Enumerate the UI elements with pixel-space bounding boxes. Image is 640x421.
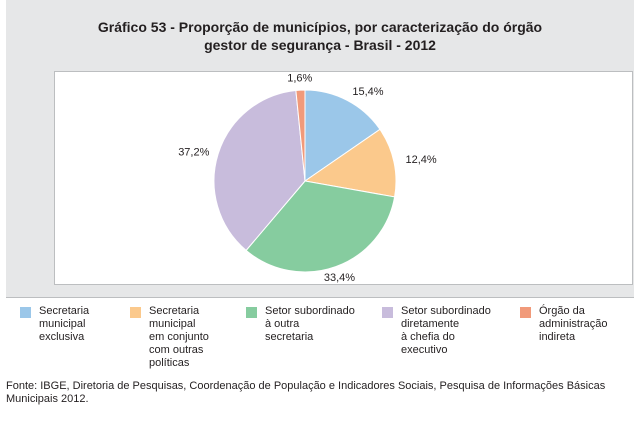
legend-label-line: administração: [539, 318, 608, 330]
source-line-1: Fonte: IBGE, Diretoria de Pesquisas, Coo…: [6, 380, 606, 392]
legend-swatch: [246, 307, 257, 318]
legend-label-line: Secretaria: [149, 305, 200, 317]
pie-slice: [213, 89, 306, 252]
pie-slice: [295, 89, 306, 182]
legend-label-line: Setor subordinado: [401, 305, 491, 317]
pie-slice-value-label: 15,4%: [352, 86, 383, 98]
legend-divider: [6, 297, 634, 298]
legend-item-setor-chefia-executivo: Setor subordinado diretamente à chefia d…: [382, 305, 501, 357]
legend-label: Setor subordinado à outra secretaria: [265, 305, 365, 344]
chart-title-line-1: Gráfico 53 - Proporção de municípios, po…: [97, 19, 543, 35]
legend: Secretaria municipal exclusiva Secretari…: [0, 305, 640, 369]
legend-swatch: [382, 307, 393, 318]
legend-label-line: executivo: [401, 344, 448, 356]
source-line-2: Municipais 2012.: [6, 393, 89, 405]
legend-label-line: municipal: [149, 318, 196, 330]
legend-label-line: à outra: [265, 318, 300, 330]
chart-title: Gráfico 53 - Proporção de municípios, po…: [6, 18, 634, 54]
legend-item-secretaria-em-conjunto: Secretaria municipal em conjunto com out…: [130, 305, 249, 370]
pie-slice: [304, 89, 381, 182]
legend-label-line: diretamente: [401, 318, 460, 330]
legend-label-line: secretaria: [265, 331, 314, 343]
pie-chart: 15,4% 12,4% 33,4% 37,2% 1,6%: [178, 72, 437, 284]
legend-swatch: [20, 307, 31, 318]
legend-label-line: Setor subordinado: [265, 305, 355, 317]
legend-label-line: em conjunto: [149, 331, 209, 343]
legend-label-line: com outras: [149, 344, 204, 356]
legend-swatch: [130, 307, 141, 318]
legend-label: Secretaria municipal exclusiva: [39, 305, 139, 344]
legend-label-line: Secretaria: [39, 305, 90, 317]
legend-item-setor-outra-secretaria: Setor subordinado à outra secretaria: [246, 305, 365, 344]
pie-slice: [303, 128, 397, 198]
legend-label-line: indireta: [539, 331, 576, 343]
legend-item-orgao-administracao-indireta: Órgão da administração indireta: [520, 305, 639, 344]
pie-slice-value-label: 33,4%: [324, 272, 355, 284]
legend-label-line: Órgão da: [539, 305, 585, 317]
legend-label-line: políticas: [149, 357, 190, 369]
legend-label-line: municipal: [39, 318, 86, 330]
legend-label-line: exclusiva: [39, 331, 85, 343]
legend-label: Setor subordinado diretamente à chefia d…: [401, 305, 501, 357]
pie-slice: [245, 180, 396, 273]
legend-label: Órgão da administração indireta: [539, 305, 639, 344]
source-note: Fonte: IBGE, Diretoria de Pesquisas, Coo…: [6, 380, 626, 406]
pie-slice-value-label: 37,2%: [178, 146, 209, 158]
pie-slice-value-label: 12,4%: [406, 154, 437, 166]
legend-item-secretaria-exclusiva: Secretaria municipal exclusiva: [20, 305, 139, 344]
chart-title-line-2: gestor de segurança - Brasil - 2012: [204, 37, 436, 53]
legend-label-line: à chefia do: [401, 331, 455, 343]
legend-swatch: [520, 307, 531, 318]
pie-slice-value-label: 1,6%: [287, 72, 312, 84]
legend-label: Secretaria municipal em conjunto com out…: [149, 305, 249, 370]
